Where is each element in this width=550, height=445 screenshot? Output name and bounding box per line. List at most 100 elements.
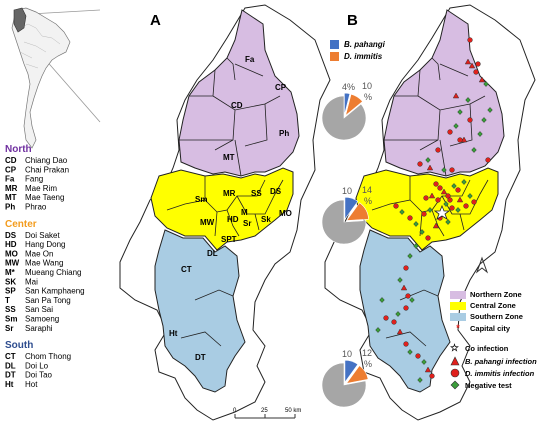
negative-point [445, 219, 451, 225]
label-spt: SPT [221, 235, 237, 244]
co-infection-label: Co infection [465, 344, 509, 353]
legend-name: Doi Saket [25, 231, 60, 240]
legend-code: Ht [5, 380, 14, 389]
negative-point [455, 207, 461, 213]
pahangi-label: B. pahangi [344, 40, 385, 49]
scale-tick-25: 25 [261, 408, 268, 414]
negative-point [397, 277, 403, 283]
legend-name: Chiang Dao [25, 156, 68, 165]
immitis-point [407, 215, 413, 221]
legend-region-title: North [5, 144, 32, 155]
pahangi-infection-label: B. pahangi infection [465, 356, 537, 366]
negative-point [379, 297, 385, 303]
negative-point [483, 81, 489, 87]
pie-label-pahangi: 10 [342, 349, 352, 359]
capital-star-icon: * [456, 323, 460, 333]
immitis-point [467, 117, 473, 123]
negative-point [413, 243, 419, 249]
negative-point [399, 209, 405, 215]
pie-label-immitis-pct: % [364, 359, 372, 369]
negative-point [441, 167, 447, 173]
pahangi-point [400, 284, 408, 291]
pie-slice-pahangi [344, 92, 351, 116]
pahangi-point [428, 192, 436, 199]
immitis-point [485, 157, 491, 163]
legend-name: Chom Thong [25, 352, 71, 361]
map-a: Fa CP CD Ph MT Sm MR SS DS MW HD M Sr Sk… [119, 4, 331, 421]
negative-point [467, 193, 473, 199]
label-m: M [241, 208, 248, 217]
label-hd: HD [227, 215, 239, 224]
pie-southern: 10 12% [321, 348, 372, 408]
immitis-point [449, 205, 455, 211]
immitis-point [449, 167, 455, 173]
legend-name: Doi Tao [25, 371, 53, 380]
north-zone-b [383, 9, 505, 177]
pie-slice-pahangi [344, 359, 359, 384]
scale-tick-0: 0 [233, 408, 237, 414]
legend-code: Ph [5, 203, 15, 212]
label-dl: DL [207, 249, 218, 258]
legend-name: Saraphi [25, 324, 53, 333]
label-mw: MW [200, 218, 215, 227]
immitis-point [383, 315, 389, 321]
legend-code: DL [5, 361, 16, 370]
legend-code: T [5, 296, 10, 305]
triangle-icon [450, 356, 460, 366]
pie-northern: 4% 10% [321, 81, 372, 141]
immitis-point [437, 185, 443, 191]
co-infection-icon: ☆ [450, 343, 459, 354]
label-cp: CP [275, 83, 287, 92]
pie-slice-immitis [345, 365, 369, 384]
negative-point [375, 327, 381, 333]
immitis-point [403, 341, 409, 347]
immitis-point [435, 147, 441, 153]
legend-code: HD [5, 240, 17, 249]
legend-code: CP [5, 165, 17, 174]
south-swatch [450, 312, 466, 321]
negative-point [453, 123, 459, 129]
co-infection-legend: ☆ Co infection [450, 343, 550, 354]
label-mt: MT [223, 153, 235, 162]
species-legend-item-immitis: D. immitis [330, 52, 385, 61]
pie-label-pahangi: 10 [342, 186, 352, 196]
capital-star-marker [433, 204, 451, 220]
pahangi-point [396, 328, 404, 335]
immitis-point [429, 373, 435, 379]
immitis-point [423, 195, 429, 201]
scale-tick-50: 50 km [285, 408, 301, 414]
immitis-point [435, 197, 441, 203]
immitis-point [475, 61, 481, 67]
pie-label-immitis-pct: % [364, 196, 372, 206]
pie-label-immitis: 14 [362, 185, 372, 195]
pie-slice-negative [321, 95, 367, 141]
legend-code: CT [5, 352, 16, 361]
zone-legend-south: Southern Zone [450, 312, 550, 321]
south-zone-b [359, 229, 451, 393]
immitis-point [403, 265, 409, 271]
south-zone [154, 229, 246, 393]
immitis-point [463, 203, 469, 209]
legend-name: Mae On [25, 249, 53, 258]
legend-code: MR [5, 184, 18, 193]
legend-region-title: Center [5, 219, 37, 230]
negative-point [471, 147, 477, 153]
label-ph: Ph [279, 129, 289, 138]
province-borders [19, 23, 61, 69]
legend-name: Doi Lo [25, 361, 49, 370]
zone-legend: Northern Zone Central Zone Southern Zone… [450, 290, 550, 390]
legend-code: MT [5, 193, 17, 202]
chiang-mai-highlight [13, 7, 27, 33]
immitis-point [405, 293, 411, 299]
negative-point [407, 349, 413, 355]
pie-slice-immitis [346, 202, 369, 221]
capital-legend: * Capital city [450, 323, 550, 333]
immitis-point [473, 69, 479, 75]
negative-point [395, 311, 401, 317]
label-ct: CT [181, 265, 192, 274]
scale-bar: 0 25 50 km [233, 408, 301, 419]
pahangi-point [432, 222, 440, 229]
legend-name: Hot [25, 380, 38, 389]
negative-test-label: Negative test [465, 380, 512, 390]
